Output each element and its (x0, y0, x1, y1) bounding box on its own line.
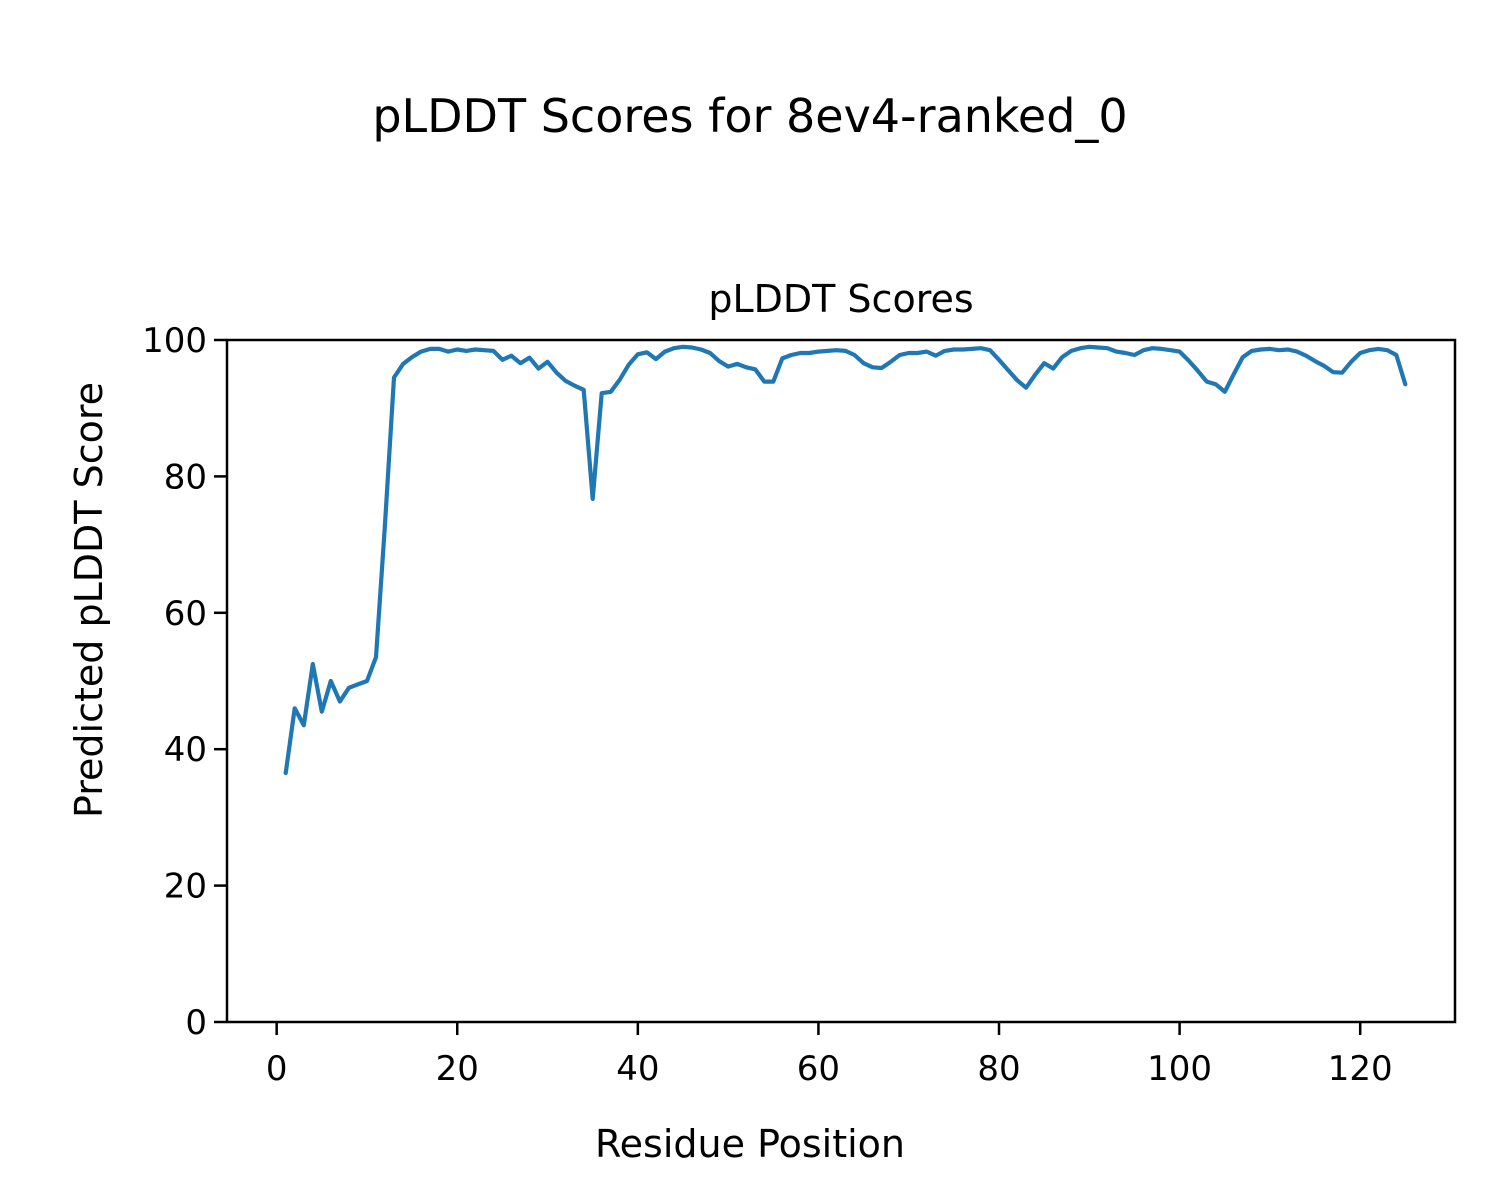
y-tick-label: 40 (164, 730, 207, 770)
y-tick-label: 0 (185, 1003, 207, 1043)
x-tick-label: 0 (266, 1049, 288, 1089)
figure-suptitle: pLDDT Scores for 8ev4-ranked_0 (372, 89, 1128, 143)
x-tick-label: 120 (1328, 1049, 1393, 1089)
y-tick-label: 100 (142, 321, 207, 361)
plot-frame (225, 338, 1457, 1024)
y-tick-label: 20 (164, 867, 207, 907)
x-tick-label: 40 (616, 1049, 659, 1089)
x-tick-label: 20 (436, 1049, 479, 1089)
x-tick-label: 100 (1147, 1049, 1212, 1089)
x-tick-label: 80 (977, 1049, 1020, 1089)
y-tick-label: 80 (164, 457, 207, 497)
y-tick-label: 60 (164, 594, 207, 634)
plot-line (283, 344, 1408, 776)
y-axis-label: Predicted pLDDT Score (67, 382, 111, 818)
axes-title: pLDDT Scores (708, 277, 974, 321)
x-tick-label: 60 (797, 1049, 840, 1089)
x-axis-label: Residue Position (594, 1122, 906, 1166)
